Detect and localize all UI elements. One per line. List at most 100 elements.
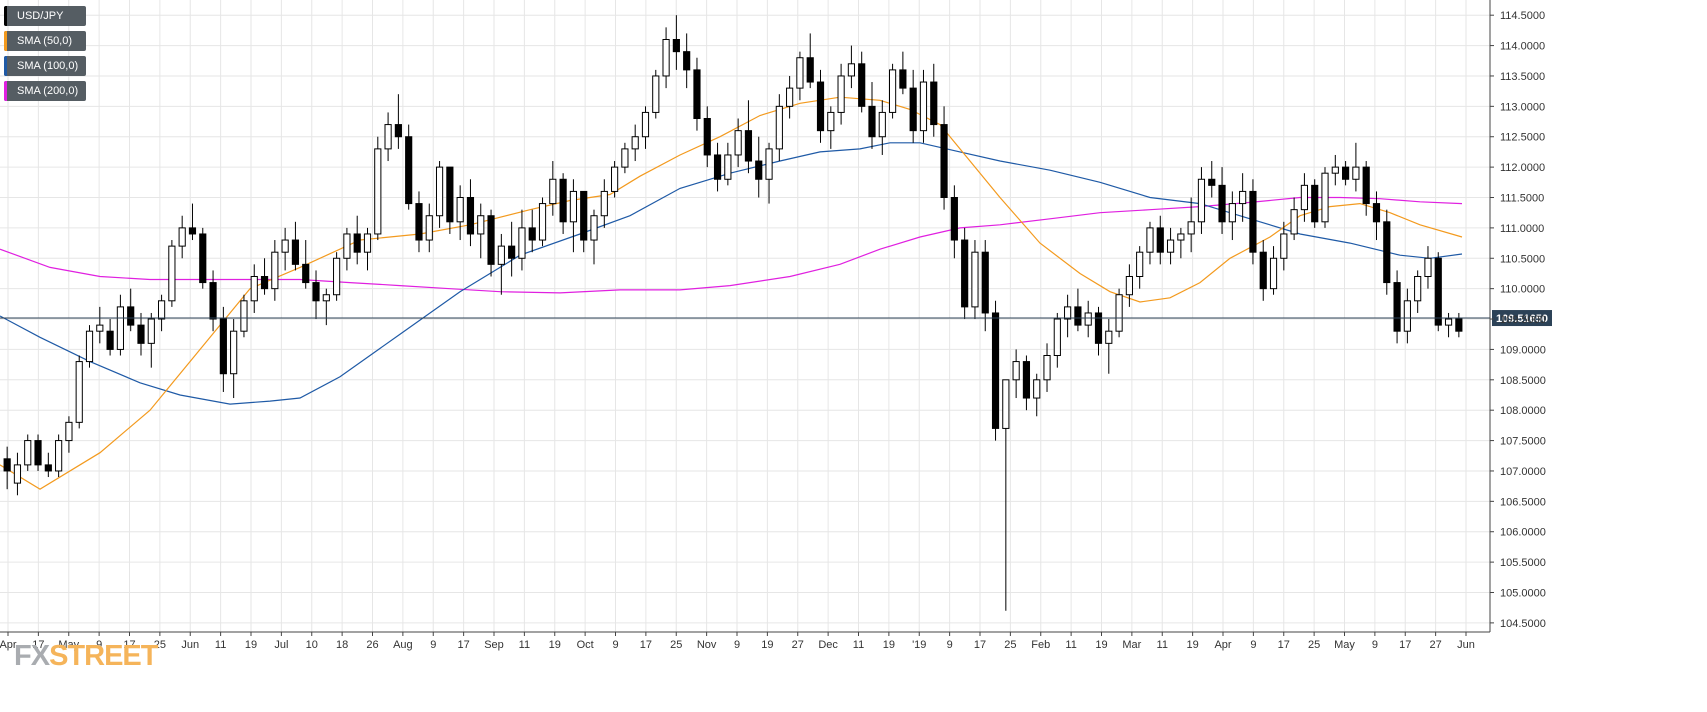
candle-body-up (796, 57, 804, 89)
candle (940, 106, 948, 210)
candle (75, 355, 83, 429)
candle (950, 185, 958, 259)
candle (1074, 288, 1082, 332)
legend-item-sma50[interactable]: SMA (50,0) (4, 31, 87, 51)
candle-body-down (3, 458, 11, 472)
x-tick-label: 17 (32, 639, 44, 651)
chart-legend: USD/JPY SMA (50,0) SMA (100,0) SMA (200,… (4, 6, 87, 106)
legend-label: SMA (50,0) (17, 35, 73, 47)
candle-body-up (55, 440, 63, 472)
x-tick-label: 9 (96, 639, 102, 651)
candle (394, 94, 402, 149)
candle (683, 33, 691, 89)
candle (333, 252, 341, 301)
candle (353, 215, 361, 265)
candle (1259, 240, 1267, 301)
candle (765, 142, 773, 204)
candle (1136, 246, 1144, 289)
candle-body-up (116, 306, 124, 350)
candle (1146, 221, 1154, 265)
candle (1166, 227, 1175, 265)
candle-body-down (1208, 178, 1216, 186)
candle-body-down (1074, 306, 1082, 326)
y-tick-label: 110.5000 (1500, 253, 1545, 265)
candle-body-up (1424, 257, 1432, 277)
candle-body-up (1321, 172, 1329, 223)
candle-body-up (641, 111, 650, 138)
candle-body-down (302, 263, 310, 284)
legend-item-sma200[interactable]: SMA (200,0) (4, 81, 87, 101)
candle (168, 240, 176, 307)
candle (85, 325, 94, 368)
y-tick-label: 108.0000 (1500, 405, 1546, 417)
candle (1002, 379, 1010, 611)
candle-body-down (930, 81, 938, 126)
candle (1321, 167, 1329, 228)
y-tick-label: 105.5000 (1500, 557, 1546, 569)
x-tick-label: 11 (519, 639, 530, 651)
last-price-label: 109.51650 (1496, 313, 1548, 325)
candle-body-down (106, 330, 114, 350)
candle-body-down (683, 51, 691, 71)
legend-item-usdjpy[interactable]: USD/JPY (4, 6, 87, 26)
candle (806, 33, 814, 89)
candle-body-down (1311, 184, 1319, 223)
candle-body-up (786, 87, 794, 107)
candle (1393, 270, 1401, 344)
x-tick-label: 25 (154, 639, 166, 651)
candle-body-up (611, 166, 619, 192)
candle (1033, 373, 1041, 417)
candle-body-up (1043, 355, 1051, 381)
candle (291, 221, 300, 271)
candle-body-up (1177, 233, 1185, 241)
candle-body-up (775, 105, 783, 150)
candle-body-up (1239, 190, 1247, 205)
candle-body-up (65, 421, 73, 442)
y-tick-label: 106.5000 (1500, 496, 1546, 508)
candle (281, 227, 289, 271)
y-tick-label: 114.5000 (1500, 10, 1545, 22)
y-tick-label: 109.0000 (1500, 344, 1546, 356)
candle-body-down (868, 105, 876, 138)
candle-body-down (1218, 184, 1226, 223)
candle-body-up (1064, 306, 1072, 320)
x-tick-label: Oct (577, 639, 594, 651)
candle (961, 227, 969, 320)
candle-body-up (1269, 257, 1278, 290)
candle-body-up (363, 233, 372, 253)
candle (1084, 300, 1092, 338)
candle-body-up (425, 215, 433, 241)
candle-body-down (1022, 361, 1031, 399)
candle-body-up (281, 239, 289, 253)
legend-item-sma100[interactable]: SMA (100,0) (4, 56, 87, 76)
candle-body-down (816, 81, 825, 132)
candle (971, 240, 979, 320)
candle (446, 166, 454, 234)
candle (569, 179, 578, 253)
x-tick-label: 18 (336, 639, 348, 651)
candle-body-down (559, 178, 567, 223)
candle-body-up (919, 81, 928, 132)
x-tick-label: Nov (697, 639, 717, 651)
candle-body-up (549, 178, 557, 205)
candle-body-down (1362, 166, 1370, 205)
candle-body-down (199, 233, 207, 284)
candle-body-up (888, 69, 897, 113)
y-tick-label: 108.5000 (1500, 375, 1546, 387)
candle (199, 227, 207, 289)
candle (24, 434, 32, 471)
candle (363, 227, 372, 271)
x-tick-label: 19 (761, 639, 773, 651)
candle-body-down (1156, 227, 1164, 253)
candle (713, 142, 722, 192)
candle-body-up (1012, 361, 1020, 381)
candle-body-up (600, 190, 608, 217)
x-tick-label: Aug (393, 639, 413, 651)
x-tick-label: '19 (912, 639, 926, 651)
candle (868, 82, 876, 149)
candle (425, 203, 433, 253)
candle-body-down (858, 63, 866, 107)
legend-swatch-sma50 (4, 31, 7, 51)
candle-body-up (1115, 294, 1123, 332)
candle-body-up (1280, 233, 1288, 259)
